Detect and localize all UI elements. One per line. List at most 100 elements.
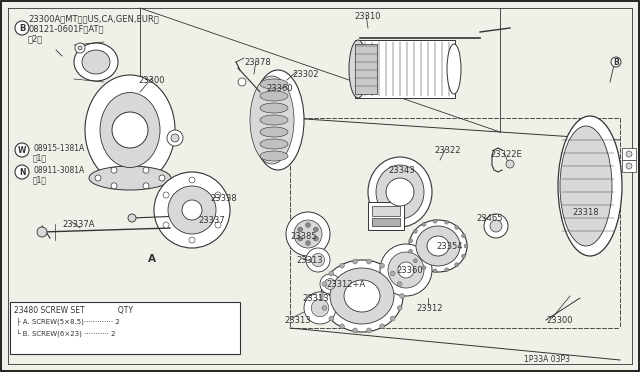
- Ellipse shape: [349, 40, 367, 98]
- Circle shape: [143, 167, 149, 173]
- Ellipse shape: [416, 226, 460, 266]
- Circle shape: [322, 282, 327, 286]
- Circle shape: [163, 192, 169, 198]
- Text: B: B: [19, 23, 25, 32]
- Text: 23385: 23385: [290, 232, 317, 241]
- Ellipse shape: [74, 43, 118, 81]
- Text: ├ A. SCREW(5×8.5)············· 2: ├ A. SCREW(5×8.5)············· 2: [14, 318, 120, 326]
- Text: 23313: 23313: [302, 294, 328, 303]
- Circle shape: [445, 268, 449, 272]
- Text: 23313: 23313: [284, 316, 310, 325]
- Text: （2）: （2）: [28, 34, 44, 43]
- Text: 23310: 23310: [354, 12, 381, 21]
- Circle shape: [111, 167, 117, 173]
- Circle shape: [408, 239, 413, 243]
- Text: 23354: 23354: [436, 242, 463, 251]
- Circle shape: [286, 212, 330, 256]
- Circle shape: [339, 324, 344, 329]
- Circle shape: [37, 227, 47, 237]
- Circle shape: [484, 214, 508, 238]
- Circle shape: [413, 259, 417, 263]
- Text: B: B: [613, 58, 619, 67]
- Circle shape: [238, 78, 246, 86]
- Bar: [622, 148, 636, 160]
- Ellipse shape: [368, 157, 432, 227]
- Circle shape: [626, 163, 632, 169]
- Circle shape: [461, 234, 465, 238]
- Text: N: N: [19, 167, 25, 176]
- Bar: [622, 160, 636, 172]
- Circle shape: [408, 249, 413, 253]
- Ellipse shape: [260, 139, 288, 149]
- Ellipse shape: [250, 76, 294, 164]
- Circle shape: [311, 299, 329, 317]
- Circle shape: [112, 112, 148, 148]
- Circle shape: [380, 263, 385, 268]
- Circle shape: [611, 57, 621, 67]
- Circle shape: [422, 222, 426, 226]
- Circle shape: [461, 254, 465, 258]
- Circle shape: [215, 222, 221, 228]
- Ellipse shape: [260, 151, 288, 161]
- Circle shape: [305, 222, 310, 228]
- Bar: [372, 206, 400, 216]
- Ellipse shape: [260, 91, 288, 101]
- Text: 23300: 23300: [138, 76, 164, 85]
- Ellipse shape: [89, 166, 171, 190]
- Circle shape: [189, 177, 195, 183]
- Ellipse shape: [85, 75, 175, 185]
- Circle shape: [322, 305, 327, 311]
- Circle shape: [305, 241, 310, 246]
- Circle shape: [339, 263, 344, 268]
- Circle shape: [163, 222, 169, 228]
- Circle shape: [304, 292, 336, 324]
- Text: W: W: [18, 145, 26, 154]
- Text: 23343: 23343: [388, 166, 415, 175]
- Circle shape: [445, 220, 449, 224]
- Circle shape: [306, 248, 330, 272]
- Circle shape: [111, 183, 117, 189]
- Circle shape: [455, 225, 459, 230]
- Circle shape: [390, 316, 395, 321]
- Text: 1P33A 03P3: 1P33A 03P3: [524, 355, 570, 364]
- Ellipse shape: [376, 165, 424, 219]
- Text: （1）: （1）: [33, 176, 47, 185]
- Text: 23337A: 23337A: [62, 220, 95, 229]
- Circle shape: [319, 294, 324, 298]
- Circle shape: [189, 237, 195, 243]
- Ellipse shape: [409, 220, 467, 272]
- Ellipse shape: [560, 126, 612, 246]
- Circle shape: [398, 262, 414, 278]
- Bar: [355, 40, 455, 98]
- Text: 23313: 23313: [296, 256, 323, 265]
- Circle shape: [143, 183, 149, 189]
- Circle shape: [433, 219, 437, 223]
- Circle shape: [388, 252, 424, 288]
- Text: 23480 SCREW SET              QTY: 23480 SCREW SET QTY: [14, 306, 133, 315]
- Circle shape: [154, 172, 230, 248]
- Text: 23318: 23318: [572, 208, 598, 217]
- Circle shape: [294, 220, 322, 248]
- Bar: [10, 302, 240, 354]
- Circle shape: [95, 175, 101, 181]
- Ellipse shape: [260, 127, 288, 137]
- Circle shape: [329, 316, 334, 321]
- Circle shape: [182, 200, 202, 220]
- Text: 08911-3081A: 08911-3081A: [33, 166, 84, 174]
- Circle shape: [367, 259, 371, 264]
- Text: 23465: 23465: [476, 214, 502, 223]
- Circle shape: [390, 271, 395, 276]
- Ellipse shape: [330, 268, 394, 324]
- Circle shape: [314, 227, 318, 232]
- Circle shape: [324, 279, 335, 289]
- Circle shape: [464, 244, 468, 248]
- Circle shape: [413, 229, 417, 233]
- Ellipse shape: [260, 115, 288, 125]
- Circle shape: [298, 227, 303, 232]
- Ellipse shape: [252, 70, 304, 170]
- Text: 23300A（MT）（US,CA,GEN,EUR）: 23300A（MT）（US,CA,GEN,EUR）: [28, 14, 159, 23]
- Circle shape: [215, 192, 221, 198]
- Circle shape: [15, 21, 29, 35]
- Circle shape: [298, 236, 303, 241]
- Circle shape: [75, 43, 85, 53]
